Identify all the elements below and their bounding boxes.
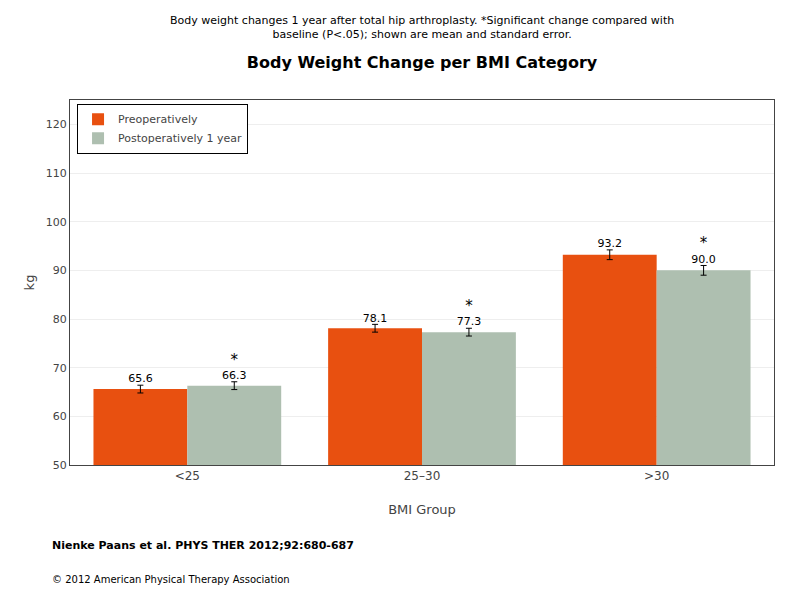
- svg-text:kg: kg: [22, 275, 37, 291]
- svg-text:>30: >30: [644, 469, 669, 483]
- svg-text:Body weight changes 1 year aft: Body weight changes 1 year after total h…: [170, 14, 674, 41]
- svg-text:93.2: 93.2: [597, 237, 622, 250]
- svg-text:Body Weight Change per BMI Cat: Body Weight Change per BMI Category: [247, 53, 598, 72]
- svg-text:70: 70: [53, 362, 67, 375]
- svg-text:50: 50: [53, 459, 67, 472]
- svg-text:© 2012 American Physical Thera: © 2012 American Physical Therapy Associa…: [52, 574, 290, 585]
- svg-text:Nienke Paans et al. PHYS THER: Nienke Paans et al. PHYS THER 2012;92:68…: [52, 539, 354, 552]
- svg-text:90: 90: [53, 264, 67, 277]
- svg-text:*90.0: *90.0: [691, 234, 716, 265]
- svg-text:BMI Group: BMI Group: [388, 502, 456, 517]
- svg-text:*77.3: *77.3: [457, 297, 482, 328]
- svg-text:100: 100: [46, 216, 67, 229]
- svg-text:*66.3: *66.3: [222, 351, 247, 382]
- svg-text:<25: <25: [175, 469, 200, 483]
- svg-text:110: 110: [46, 167, 67, 180]
- svg-text:Preoperatively: Preoperatively: [118, 113, 198, 126]
- svg-text:80: 80: [53, 313, 67, 326]
- svg-text:Postoperatively 1 year: Postoperatively 1 year: [118, 132, 242, 145]
- svg-text:65.6: 65.6: [128, 372, 153, 385]
- svg-text:25–30: 25–30: [404, 469, 441, 483]
- svg-text:60: 60: [53, 410, 67, 423]
- svg-text:78.1: 78.1: [363, 312, 388, 325]
- svg-text:120: 120: [46, 118, 67, 131]
